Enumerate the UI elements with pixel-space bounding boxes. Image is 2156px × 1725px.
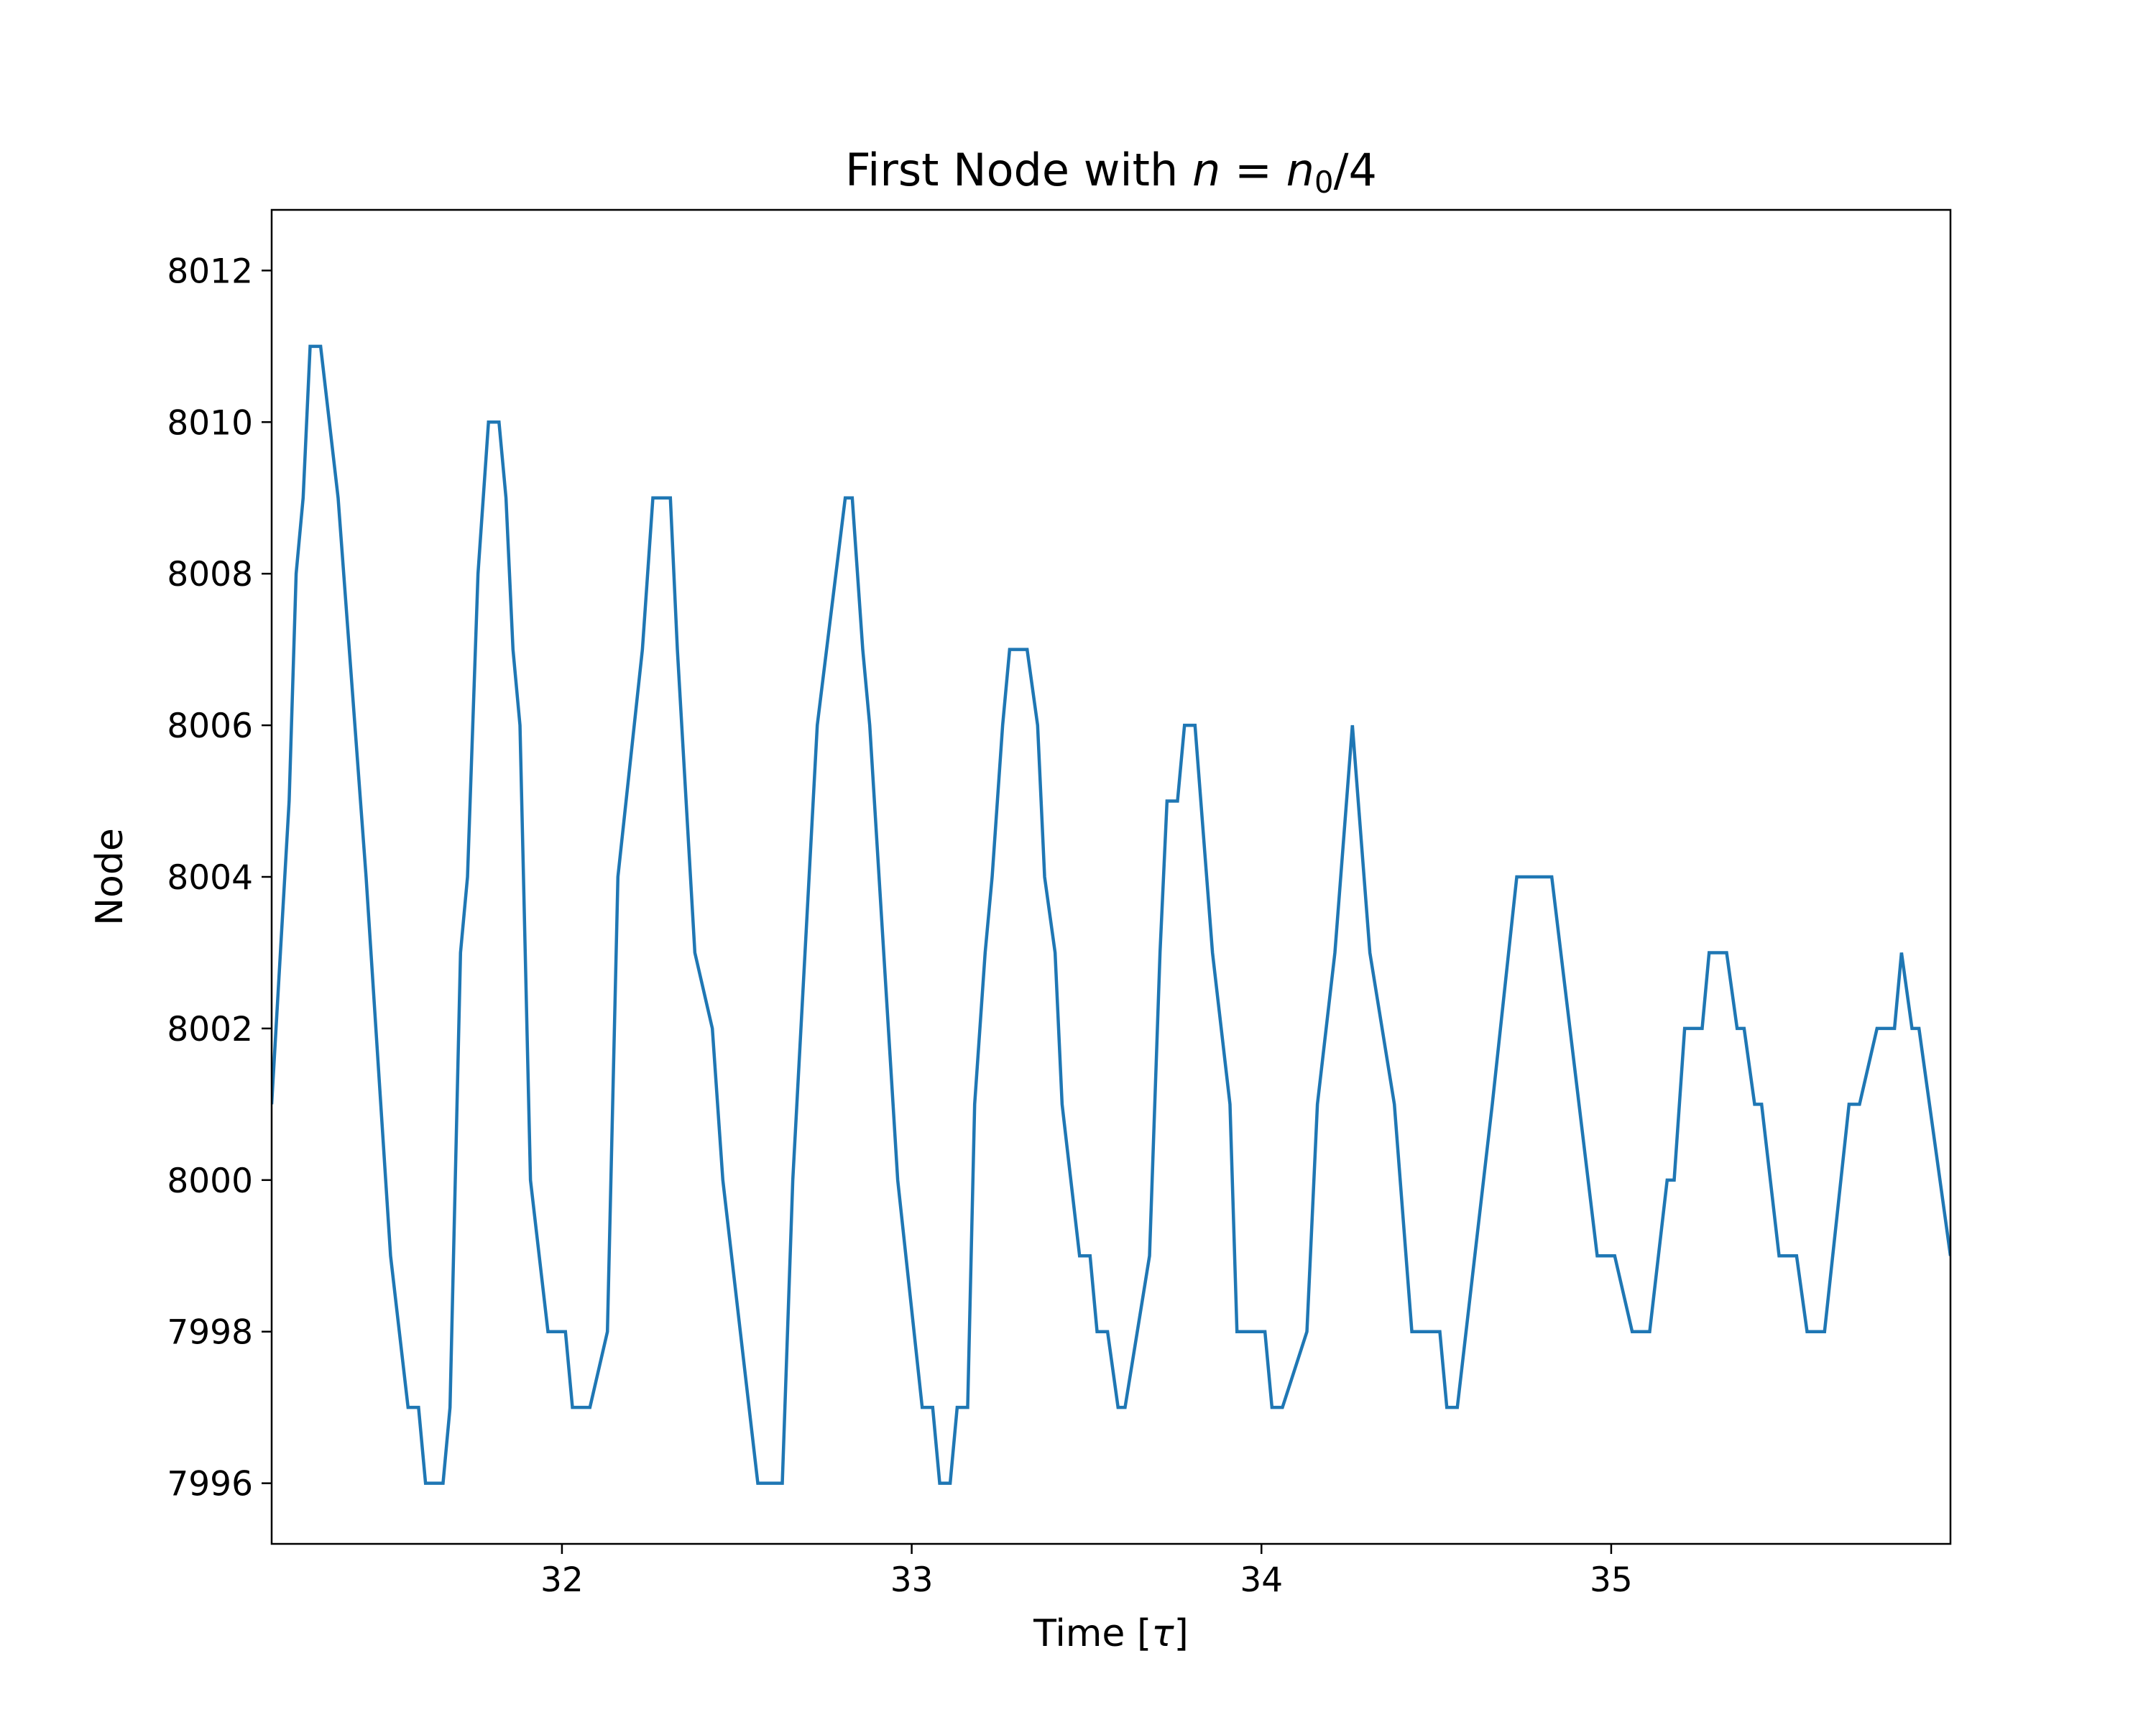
y-tick-label: 8004 — [167, 858, 253, 898]
y-tick-label: 8010 — [167, 403, 253, 443]
x-axis-label-tau: τ — [1151, 1612, 1174, 1655]
x-tick-label: 35 — [1590, 1560, 1633, 1600]
y-tick-label: 7996 — [167, 1465, 253, 1504]
x-axis-ticks: 32 33 34 35 — [540, 1544, 1633, 1600]
y-axis-ticks: 7996 7998 8000 8002 8004 8006 8008 8010 8012 — [167, 252, 272, 1504]
chart-title-n0: n — [1286, 144, 1314, 196]
chart-title-suffix: /4 — [1334, 144, 1377, 196]
x-tick-label: 34 — [1240, 1560, 1283, 1600]
y-tick-label: 8012 — [167, 252, 253, 291]
x-axis-label: Time [τ] — [1033, 1612, 1189, 1655]
chart-title-equals: = — [1220, 144, 1286, 196]
x-tick-label: 33 — [890, 1560, 934, 1600]
y-tick-label: 8002 — [167, 1010, 253, 1049]
y-tick-label: 8000 — [167, 1162, 253, 1201]
chart-title-n0-subscript: 0 — [1314, 165, 1334, 200]
y-axis-label: Node — [88, 828, 132, 926]
series-line-0 — [272, 344, 1950, 1485]
x-axis-label-text: Time [ — [1033, 1612, 1151, 1655]
plot-area — [272, 344, 1950, 1485]
chart-title-prefix: First Node with — [845, 144, 1192, 196]
y-tick-label: 8008 — [167, 555, 253, 594]
x-axis-label-close: ] — [1174, 1612, 1189, 1655]
y-tick-label: 7998 — [167, 1313, 253, 1353]
axes-frame — [270, 208, 1952, 1545]
chart-title: First Node with n = n0/4 — [845, 144, 1377, 200]
chart-title-n: n — [1192, 144, 1220, 196]
x-tick-label: 32 — [540, 1560, 584, 1600]
y-tick-label: 8006 — [167, 707, 253, 746]
